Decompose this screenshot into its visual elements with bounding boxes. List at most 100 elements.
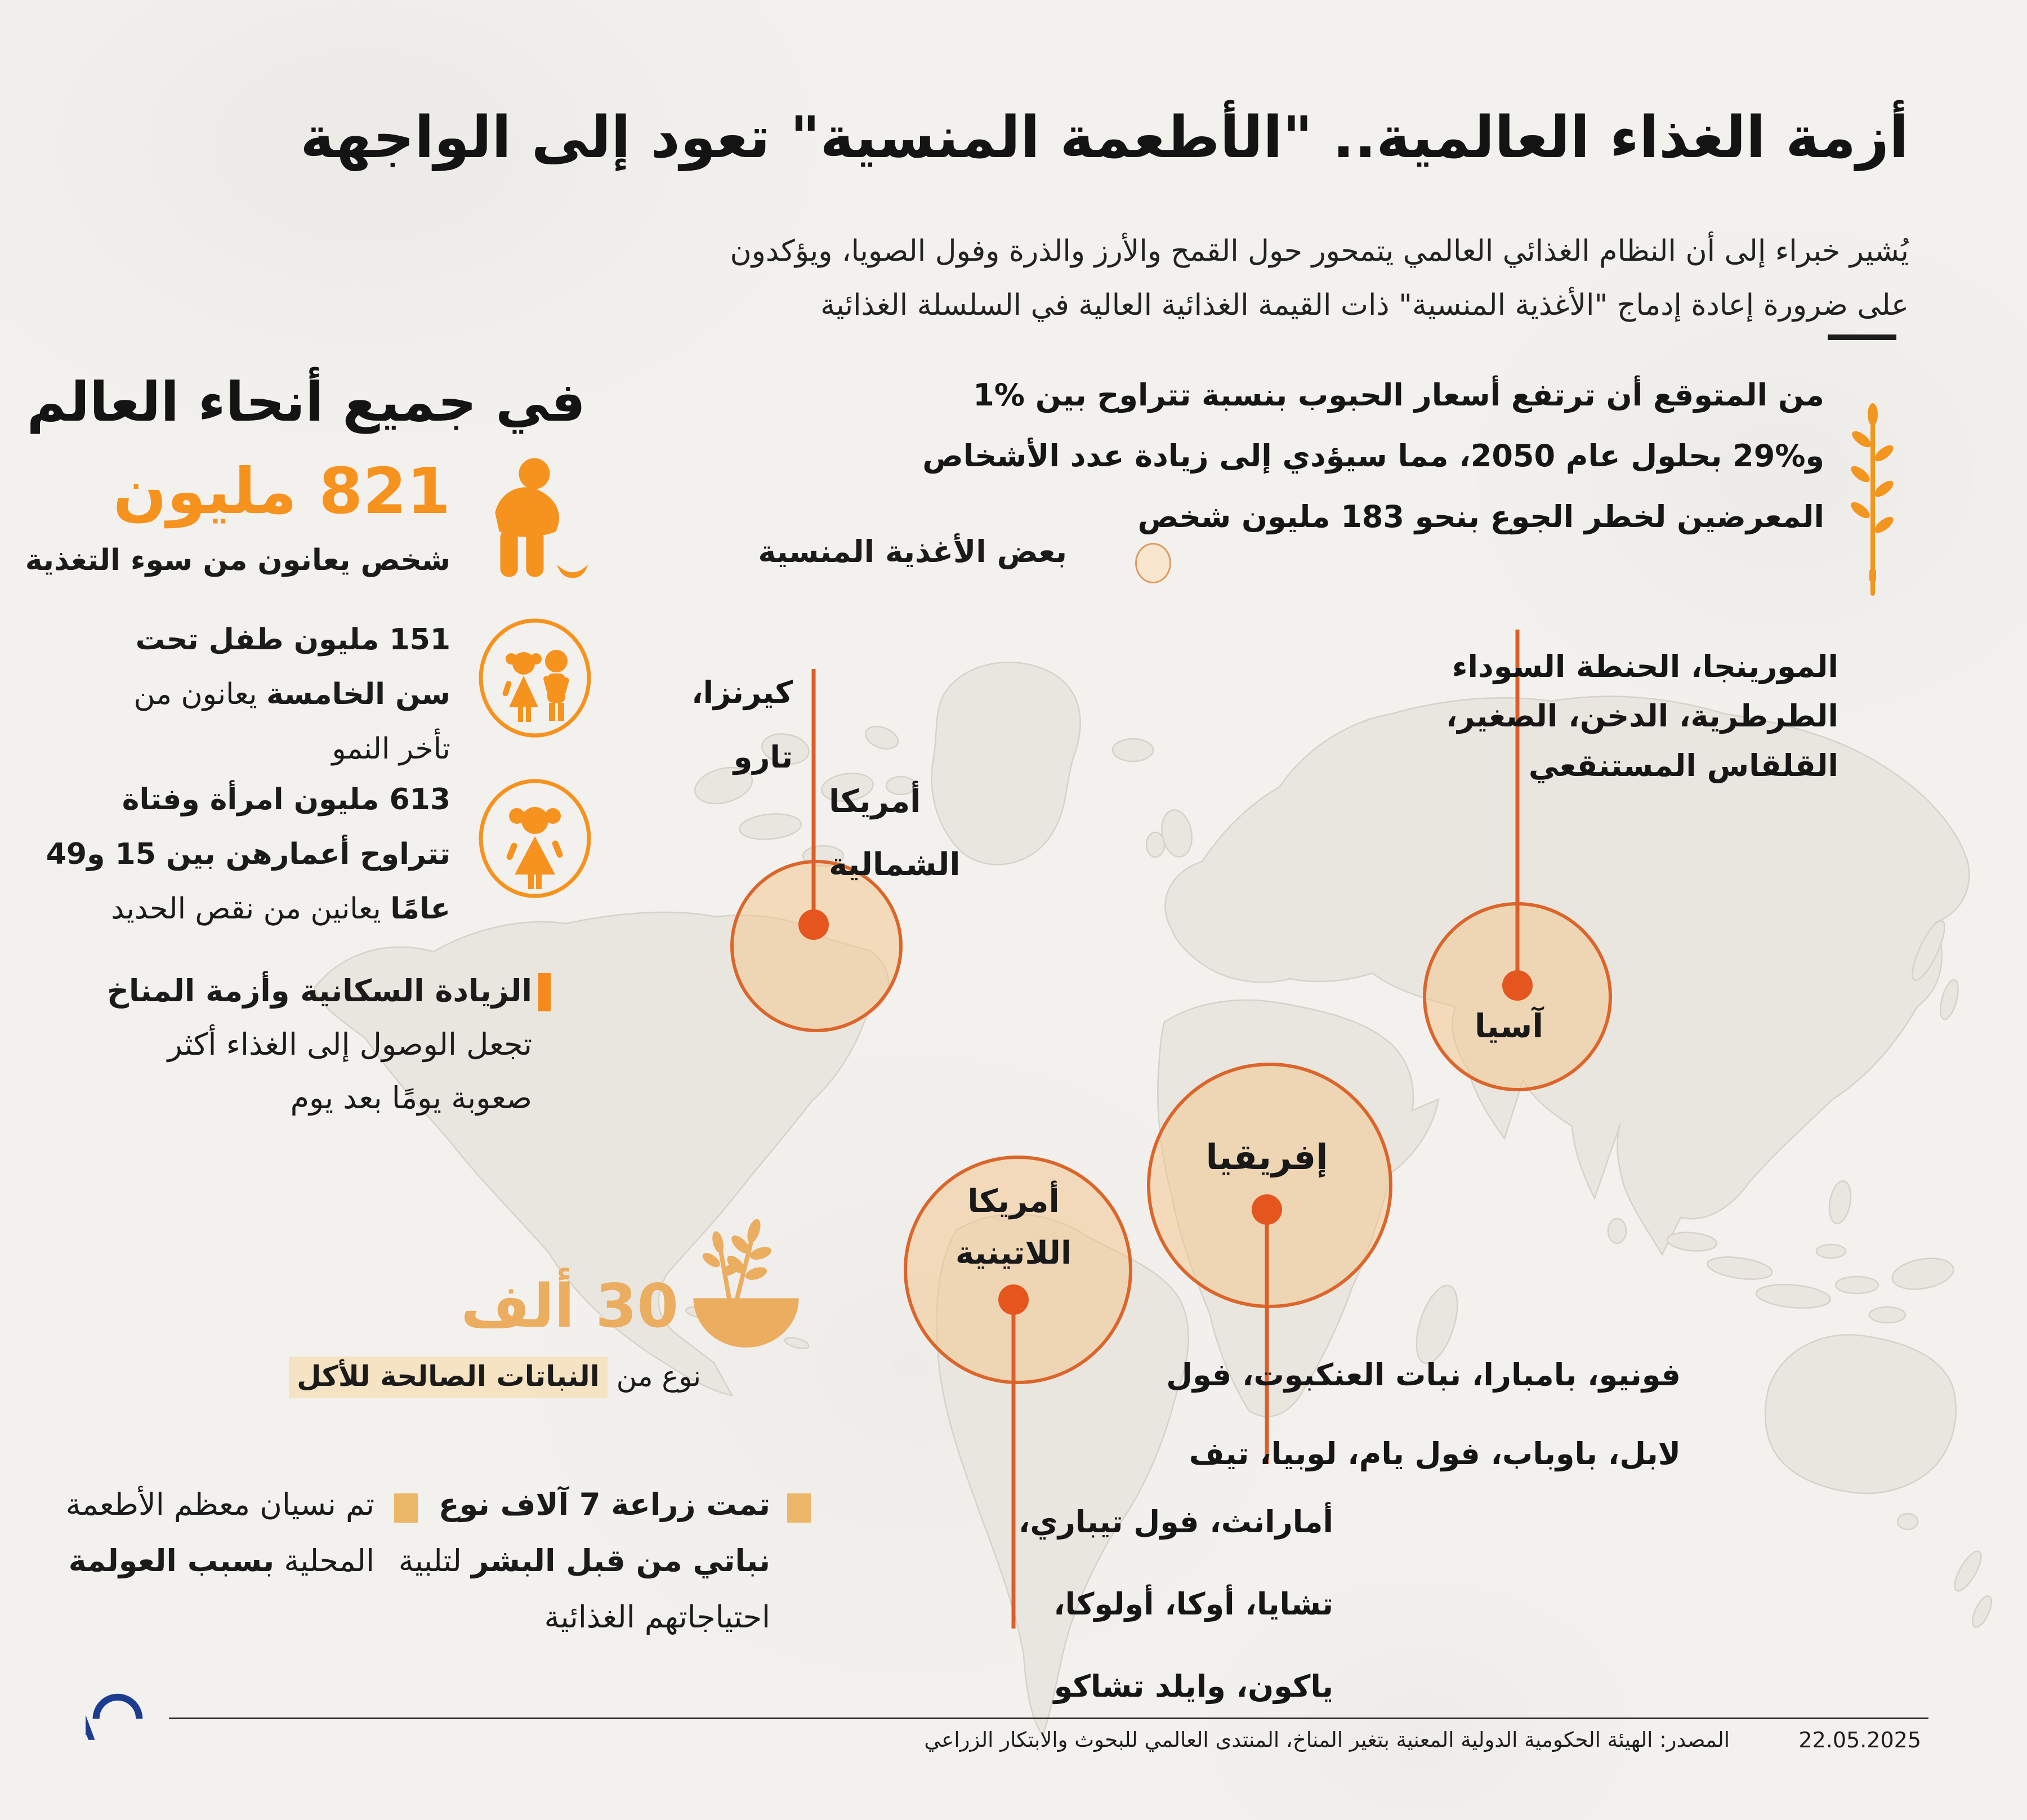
stat-151-line-2: سن الخامسة يعانون من [134,667,450,722]
region-label-latin-america-line-2: اللاتينية [955,1235,1072,1272]
worldwide-heading: في جميع أنحاء العالم [26,371,586,434]
foods-north-america-line-2: تارو [733,739,793,775]
stat-151-line-3: تأخر النمو [134,722,450,777]
landmass-madagascar [1416,1284,1458,1364]
legend-swatch-icon [1135,543,1171,583]
bullet-1-square [787,1493,811,1523]
foods-latin-america: أمارانث، فول تيباري، تشايا، أوكا، أولوكا… [1019,1481,1333,1728]
stat-613-line-1-bold: 613 مليون امرأة وفتاة [122,783,450,817]
foods-africa: فونيو، بامبارا، نبات العنكبوت، فول لابل،… [1166,1336,1681,1493]
foods-latin-america-line-1: أمارانث، فول تيباري، [1018,1504,1333,1540]
stat-613-line-3-bold: عامًا [390,892,450,926]
bullet-1-line-1-bold: تمت زراعة 7 آلاف نوع [438,1487,770,1522]
leader-dot-latin-america [998,1284,1029,1315]
bullet-1-line-2-reg: لتلبية [398,1543,472,1578]
bullet-2-line-1: تم نسيان معظم الأطعمة [66,1476,374,1533]
foods-asia: المورينجا، الحنطة السوداء الطرطرية، الدخ… [1446,642,1838,791]
climate-line-3: صعوبة يومًا بعد يوم [290,1080,532,1116]
climate-line-1: الزيادة السكانية وأزمة المناخ [107,973,532,1009]
page-title: أزمة الغذاء العالمية.. "الأطعمة المنسية"… [300,104,1909,171]
foods-africa-line-2: لابل، باوباب، فول يام، لوبيا، تيف [1189,1436,1681,1471]
footer-date: 22.05.2025 [1798,1728,1921,1752]
anadolu-agency-logo: AA [86,1693,143,1746]
stat-151-text: 151 مليون طفل تحت سن الخامسة يعانون من ت… [134,613,450,777]
subtitle-line-1: يُشير خبراء إلى أن النظام الغذائي العالم… [730,234,1909,268]
foods-africa-line-1: فونيو، بامبارا، نبات العنكبوت، فول [1166,1357,1681,1393]
leader-dot-africa [1252,1194,1282,1225]
stat-821-caption: شخص يعانون من سوء التغذية [25,543,450,577]
stat-151-line-3-reg: تأخر النمو [332,732,450,766]
grain-note-line-3: المعرضين لخطر الجوع بنحو 183 مليون شخص [1137,499,1824,534]
stat-151-line-2-bold: سن الخامسة [266,677,450,711]
page-subtitle: يُشير خبراء إلى أن النظام الغذائي العالم… [730,224,1909,332]
stat-613-line-2-bold: تتراوح أعمارهن بين 15 و49 [46,837,450,871]
region-label-latin-america-line-1: أمريكا [967,1183,1060,1220]
region-label-asia: آسيا [1474,1007,1544,1045]
grain-note-line-2: و%29 بحلول عام 2050، مما سيؤدي إلى زيادة… [922,438,1824,474]
divider-dash [1828,334,1896,340]
stat-613-line-2: تتراوح أعمارهن بين 15 و49 [46,827,450,882]
foods-latin-america-line-2: تشايا، أوكا، أولوكا، [1053,1586,1333,1622]
girl-icon [479,779,591,898]
grain-price-note: من المتوقع أن ترتفع أسعار الحبوب بنسبة ت… [922,365,1824,547]
region-label-north-america-line-2: الشمالية [829,846,961,883]
landmass-islands [1111,738,1992,1628]
region-label-africa: إفريقيا [1206,1136,1328,1177]
foods-latin-america-line-3: ياكون، وايلد تشاكو [1053,1669,1333,1704]
hungry-person-icon [495,458,588,578]
landmass-arctic-islands [694,725,917,867]
stat-30k-caption: نوع من النباتات الصالحة للأكل [289,1357,701,1398]
bullet-2-square [394,1493,418,1523]
foods-asia-line-2: الطرطرية، الدخن، الصغير، [1445,698,1838,734]
stat-30k-number: 30 ألف [461,1272,678,1341]
landmass-north-america [313,911,890,1397]
landmass-greenland [931,662,1081,866]
foods-north-america-line-1: كيرنزا، [691,675,793,710]
stat-151-line-1-bold: 151 مليون طفل تحت [135,623,450,657]
stat-151-line-1: 151 مليون طفل تحت [134,613,450,667]
stat-613-line-3: عامًا يعانين من نقص الحديد [46,882,450,936]
foods-north-america: كيرنزا، تارو [691,660,793,789]
bullet-1-line-1: تمت زراعة 7 آلاف نوع [399,1476,770,1533]
subtitle-line-2: على ضرورة إعادة إدماج "الأغذية المنسية" … [820,288,1909,322]
region-circle-latin-america [904,1156,1132,1384]
grain-note-line-1: من المتوقع أن ترتفع أسعار الحبوب بنسبة ت… [973,377,1824,413]
bullet-2-line-1-reg: تم نسيان معظم الأطعمة [65,1487,374,1522]
stat-30k-caption-highlight: النباتات الصالحة للأكل [289,1357,608,1398]
region-label-latin-america: أمريكا اللاتينية [929,1176,1098,1279]
climate-note: الزيادة السكانية وأزمة المناخ تجعل الوصو… [107,964,532,1125]
stat-30k-caption-lead: نوع من [607,1360,701,1393]
bullet-1-line-2: نباتي من قبل البشر لتلبية [399,1533,770,1589]
leader-dot-asia [1502,970,1533,1001]
foods-asia-line-1: المورينجا، الحنطة السوداء [1452,649,1838,684]
stat-613-text: 613 مليون امرأة وفتاة تتراوح أعمارهن بين… [46,773,450,936]
bullet-1-line-2-bold: نباتي من قبل البشر [471,1543,770,1578]
region-circle-africa [1147,1063,1392,1308]
bullet-2-line-2-bold: بسبب العولمة [68,1543,275,1578]
bullet-1-line-3: احتياجاتهم الغذائية [399,1589,770,1645]
climate-accent-bar [538,973,551,1011]
landmass-australia [1764,1334,1957,1495]
bullet-2-line-2-reg: المحلية [274,1543,374,1578]
footer-source: المصدر: الهيئة الحكومية الدولية المعنية … [924,1728,1730,1752]
region-label-north-america-line-1: أمريكا [829,783,921,820]
bullet-1-text: تمت زراعة 7 آلاف نوع نباتي من قبل البشر … [399,1476,770,1645]
bullet-1-line-3-reg: احتياجاتهم الغذائية [544,1599,770,1635]
bullet-2-text: تم نسيان معظم الأطعمة المحلية بسبب العول… [66,1476,374,1589]
leader-dot-north-america [798,909,829,940]
stat-151-line-2-reg: يعانون من [133,677,266,711]
wheat-bowl-icon [693,1219,799,1348]
stat-613-line-1: 613 مليون امرأة وفتاة [46,773,450,827]
legend-label: بعض الأغذية المنسية [758,534,1067,569]
foods-asia-line-3: القلقاس المستنقعي [1528,748,1838,783]
climate-line-2: تجعل الوصول إلى الغذاء أكثر [167,1027,532,1062]
region-label-north-america: أمريكا الشمالية [829,770,961,896]
stat-613-line-3-reg: يعانين من نقص الحديد [111,892,391,926]
wheat-ear-icon [1851,403,1894,596]
children-icon [479,618,591,738]
stat-821-number: 821 مليون [113,455,450,528]
footer-divider [169,1718,1928,1719]
bullet-2-line-2: المحلية بسبب العولمة [66,1533,374,1589]
